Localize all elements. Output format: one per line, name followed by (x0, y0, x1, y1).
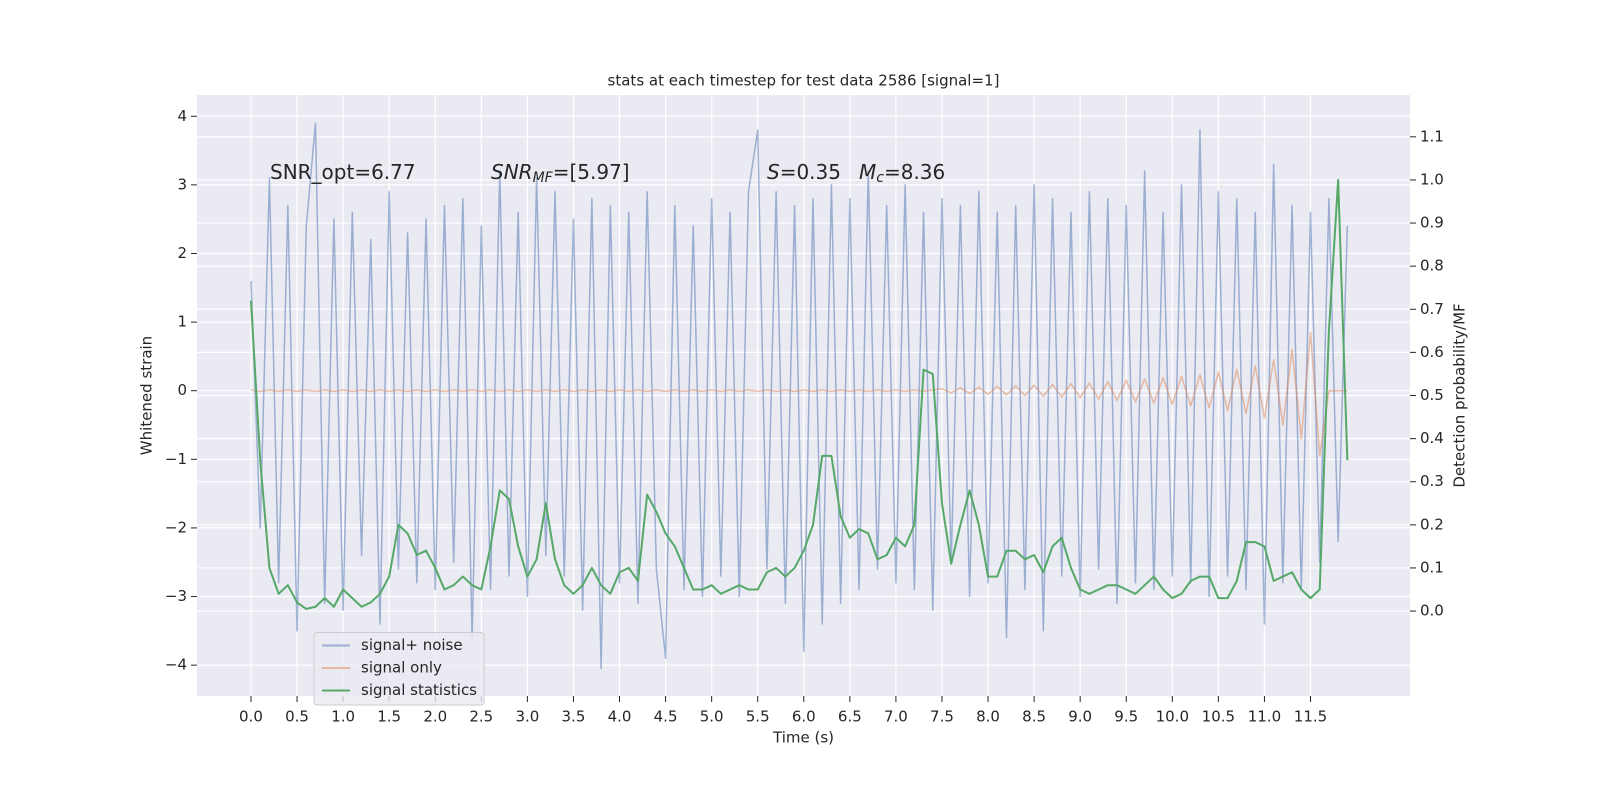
x-tick-label: 10.5 (1202, 708, 1235, 726)
y-tick-label: 1 (177, 313, 187, 331)
legend-label: signal+ noise (361, 636, 463, 654)
annotation-subscript: c (876, 170, 884, 186)
y2-tick-label: 0.6 (1420, 343, 1444, 361)
annotation: SNRMF=[5.97] (491, 160, 630, 187)
annotation-symbol: S (767, 160, 780, 184)
x-tick-label: 7.0 (884, 708, 908, 726)
x-axis-label: Time (s) (772, 729, 834, 747)
x-tick-label: 8.0 (976, 708, 1000, 726)
y2-tick-label: 1.0 (1420, 170, 1444, 188)
annotation-symbol: SNR (491, 160, 533, 184)
series-line (250, 122, 1349, 670)
y2-tick-label: 0.4 (1420, 429, 1444, 447)
series-line (249, 178, 1349, 610)
x-tick-label: 8.5 (1022, 708, 1046, 726)
y-tick-label: 4 (177, 107, 187, 125)
y2-axis-label: Detection probability/MF (1451, 303, 1469, 487)
y-tick-label: 0 (177, 381, 187, 399)
x-tick-label: 0.5 (285, 708, 309, 726)
x-tick-label: 5.5 (746, 708, 770, 726)
y2-tick-label: 0.1 (1420, 558, 1444, 576)
x-tick-label: 0.0 (239, 708, 263, 726)
y-tick-label: −1 (165, 450, 187, 468)
y2-tick-label: 1.1 (1420, 127, 1444, 145)
y-axis-label: Whitened strain (138, 336, 156, 455)
x-tick-label: 5.0 (700, 708, 724, 726)
x-tick-label: 3.5 (562, 708, 586, 726)
y2-tick-label: 0.9 (1420, 214, 1444, 232)
x-tick-label: 6.0 (792, 708, 816, 726)
x-tick-label: 7.5 (930, 708, 954, 726)
chart-title: stats at each timestep for test data 258… (608, 72, 1000, 90)
annotation: SNR_opt=6.77 (270, 160, 416, 184)
y-tick-label: −2 (165, 518, 187, 536)
x-tick-label: 11.5 (1294, 708, 1327, 726)
x-tick-label: 9.5 (1114, 708, 1138, 726)
legend-label: signal only (361, 659, 442, 677)
x-tick-label: 1.0 (331, 708, 355, 726)
annotation-symbol: M (859, 160, 876, 184)
y-tick-label: −4 (165, 656, 187, 674)
annotation: Mc=8.36 (859, 160, 945, 187)
legend: signal+ noise signal only signal statistic… (313, 632, 485, 706)
y2-tick-label: 0.3 (1420, 472, 1444, 490)
y2-tick-label: 0.5 (1420, 386, 1444, 404)
y-tick-label: 2 (177, 244, 187, 262)
x-tick-label: 3.0 (515, 708, 539, 726)
legend-box (313, 632, 485, 706)
x-tick-label: 1.5 (377, 708, 401, 726)
annotation-subscript: MF (533, 170, 554, 186)
x-tick-label: 2.0 (423, 708, 447, 726)
y2-tick-label: 0.8 (1420, 257, 1444, 275)
legend-label: signal statistics (361, 681, 477, 699)
y-tick-label: −3 (165, 587, 187, 605)
annotation: S=0.35 (767, 160, 841, 184)
series-line (250, 331, 1348, 457)
x-tick-label: 9.0 (1068, 708, 1092, 726)
x-tick-label: 4.5 (654, 708, 678, 726)
annotation-value: =8.36 (884, 160, 945, 184)
x-tick-label: 2.5 (469, 708, 493, 726)
annotation-value: =[5.97] (553, 160, 630, 184)
x-tick-label: 11.0 (1248, 708, 1281, 726)
annotation-value: =0.35 (780, 160, 841, 184)
y2-tick-label: 0.7 (1420, 300, 1444, 318)
annotation-text: SNR_opt=6.77 (270, 160, 416, 184)
y-tick-label: 3 (177, 175, 187, 193)
y2-tick-label: 0.2 (1420, 515, 1444, 533)
x-tick-label: 6.5 (838, 708, 862, 726)
y2-tick-label: 0.0 (1420, 602, 1444, 620)
x-tick-label: 10.0 (1156, 708, 1189, 726)
x-tick-label: 4.0 (608, 708, 632, 726)
